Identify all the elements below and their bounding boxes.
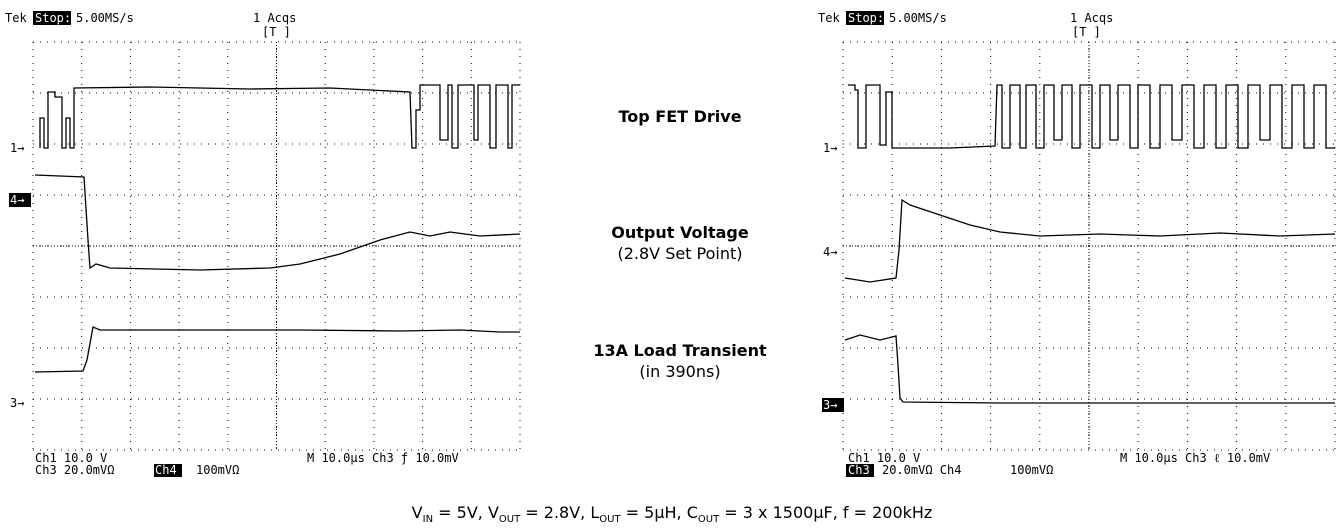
scope-right: Tek Stop: 5.00MS/s 1 Acqs [T ] 1→ 4→ 3→ … <box>818 11 1335 477</box>
caption-text: V <box>412 503 423 522</box>
subscript: OUT <box>698 514 720 525</box>
graticule <box>843 42 1335 450</box>
trace-ch4 <box>35 175 520 270</box>
figure: Tek Stop: 5.00MS/s 1 Acqs [T ] 1→ 4→ 3→ … <box>0 0 1343 529</box>
status: Stop: <box>35 11 71 25</box>
marker: 3→ <box>10 396 24 410</box>
readout: Ch4 <box>155 463 177 477</box>
caption-text: = 2.8V, L <box>520 503 599 522</box>
subscript: OUT <box>499 514 521 525</box>
trigger-mark: [T ] <box>262 25 291 39</box>
status: Stop: <box>848 11 884 25</box>
label: (in 390ns) <box>639 362 720 381</box>
trace-ch4 <box>845 200 1335 282</box>
rate: 5.00MS/s <box>889 11 947 25</box>
readout: 20.0mVΩ Ch4 <box>882 463 961 477</box>
label: 13A Load Transient <box>593 341 767 360</box>
marker: 3→ <box>823 398 837 412</box>
marker: 4→ <box>823 245 837 259</box>
brand: Tek <box>818 11 840 25</box>
caption-text: = 5µH, C <box>621 503 698 522</box>
marker: 1→ <box>10 141 24 155</box>
caption-text: = 5V, V <box>433 503 499 522</box>
trace-ch1 <box>40 85 520 148</box>
acqs: 1 Acqs <box>1070 11 1113 25</box>
readout: 100mVΩ <box>196 463 239 477</box>
trigger-mark: [T ] <box>1072 25 1101 39</box>
marker: 4→ <box>10 193 24 207</box>
caption: VIN = 5V, VOUT = 2.8V, LOUT = 5µH, COUT … <box>412 503 933 525</box>
label: Output Voltage <box>611 223 749 242</box>
label: (2.8V Set Point) <box>617 244 742 263</box>
trace-ch3 <box>845 335 1335 403</box>
readout: Ch3 20.0mVΩ <box>35 463 114 477</box>
graticule <box>33 42 520 450</box>
trace-ch3 <box>35 327 520 372</box>
brand: Tek <box>5 11 27 25</box>
marker: 1→ <box>823 141 837 155</box>
label: Top FET Drive <box>618 107 741 126</box>
trace-ch1 <box>848 85 1335 148</box>
acqs: 1 Acqs <box>253 11 296 25</box>
readout: M 10.0µs Ch3 ℓ 10.0mV <box>1120 451 1270 465</box>
rate: 5.00MS/s <box>76 11 134 25</box>
caption-text: = 3 x 1500µF, f = 200kHz <box>719 503 932 522</box>
readout: 100mVΩ <box>1010 463 1053 477</box>
subscript: OUT <box>599 514 621 525</box>
readout: Ch3 <box>848 463 870 477</box>
subscript: IN <box>423 514 433 525</box>
readout: M 10.0µs Ch3 ƒ 10.0mV <box>307 451 459 465</box>
scope-left: Tek Stop: 5.00MS/s 1 Acqs [T ] 1→ 4→ 3→ … <box>5 11 520 477</box>
